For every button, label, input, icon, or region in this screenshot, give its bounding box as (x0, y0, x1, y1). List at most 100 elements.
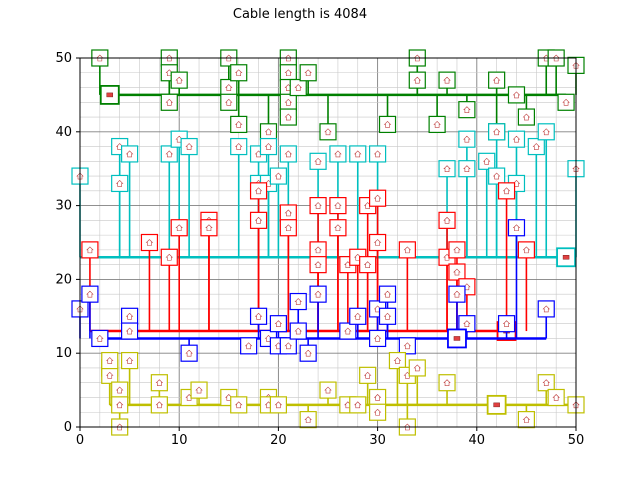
hub-marker (556, 247, 576, 268)
marker-box (170, 219, 188, 237)
marker-box (111, 396, 129, 414)
house-marker (388, 351, 407, 370)
house-marker (497, 182, 516, 200)
marker-box (537, 123, 555, 141)
x-tick-label: 10 (171, 433, 188, 448)
house-icon (522, 246, 531, 254)
house-icon (334, 150, 342, 158)
hub-icon (562, 255, 570, 260)
house-marker (339, 322, 357, 340)
marker-box (458, 315, 476, 333)
house-marker (507, 219, 526, 237)
house-icon (344, 261, 352, 268)
house-icon (433, 120, 441, 128)
house-marker (279, 93, 297, 111)
marker-box (81, 285, 99, 303)
y-tick-label: 30 (55, 199, 72, 214)
house-icon (492, 76, 501, 84)
series-4 (101, 351, 585, 436)
marker-box (160, 145, 178, 163)
house-marker (398, 337, 416, 355)
y-tick-label: 40 (55, 125, 72, 140)
house-icon (403, 371, 412, 379)
house-marker (249, 307, 268, 325)
marker-box (249, 182, 268, 200)
marker-box (488, 123, 506, 141)
marker-box (120, 322, 139, 340)
house-marker (369, 329, 387, 348)
house-icon (106, 357, 114, 364)
house-marker (408, 359, 426, 377)
marker-box (279, 93, 297, 111)
house-icon (284, 224, 293, 232)
marker-box (299, 411, 317, 429)
house-icon (512, 224, 521, 232)
house-icon (264, 128, 273, 136)
house-icon (304, 69, 312, 77)
marker-box (398, 241, 416, 259)
house-icon (274, 320, 283, 327)
house-icon (254, 150, 263, 158)
house-marker (537, 123, 555, 141)
house-icon (403, 246, 412, 254)
house-marker (269, 396, 287, 414)
marker-box (339, 322, 357, 340)
house-marker (309, 285, 327, 303)
house-marker (299, 344, 317, 362)
marker-box (230, 64, 248, 82)
house-icon (403, 342, 412, 350)
house-icon (115, 401, 124, 409)
marker-box (359, 256, 377, 274)
marker-box (349, 145, 367, 163)
house-marker (438, 71, 456, 89)
house-icon (453, 246, 461, 254)
y-tick-label: 0 (64, 420, 72, 435)
house-icon (244, 342, 253, 350)
house-marker (309, 241, 327, 259)
marker-box (398, 337, 416, 355)
house-marker (240, 337, 258, 355)
marker-box (299, 344, 317, 362)
marker-box (497, 182, 516, 200)
house-marker (220, 93, 238, 111)
house-marker (329, 145, 347, 163)
house-marker (279, 337, 297, 355)
house-icon (304, 349, 312, 357)
marker-box (180, 137, 198, 156)
house-icon (443, 216, 451, 224)
marker-box (458, 130, 476, 148)
house-marker (349, 307, 367, 325)
house-icon (443, 76, 451, 84)
house-marker (557, 93, 575, 111)
house-marker (507, 86, 526, 104)
house-marker (547, 388, 565, 407)
house-marker (120, 307, 139, 325)
marker-box (230, 137, 248, 156)
marker-box (249, 307, 268, 325)
marker-box (150, 396, 168, 414)
marker-box (329, 219, 347, 237)
house-icon (413, 76, 422, 84)
marker-box (537, 374, 555, 392)
house-icon (383, 290, 392, 298)
house-marker (279, 64, 297, 82)
marker-box (279, 145, 297, 163)
series-3 (71, 219, 555, 362)
house-icon (155, 379, 164, 387)
house-icon (453, 290, 461, 298)
house-icon (383, 120, 392, 128)
house-marker (369, 233, 387, 252)
house-marker (369, 145, 387, 163)
house-icon (552, 394, 560, 401)
house-icon (284, 69, 293, 77)
marker-box (517, 108, 536, 126)
house-marker (289, 292, 307, 311)
marker-box (309, 152, 327, 170)
house-icon (304, 416, 312, 423)
house-marker (180, 344, 198, 362)
marker-box (170, 71, 188, 89)
marker-box (378, 115, 397, 134)
hub-marker (99, 85, 120, 105)
house-icon (373, 394, 382, 401)
